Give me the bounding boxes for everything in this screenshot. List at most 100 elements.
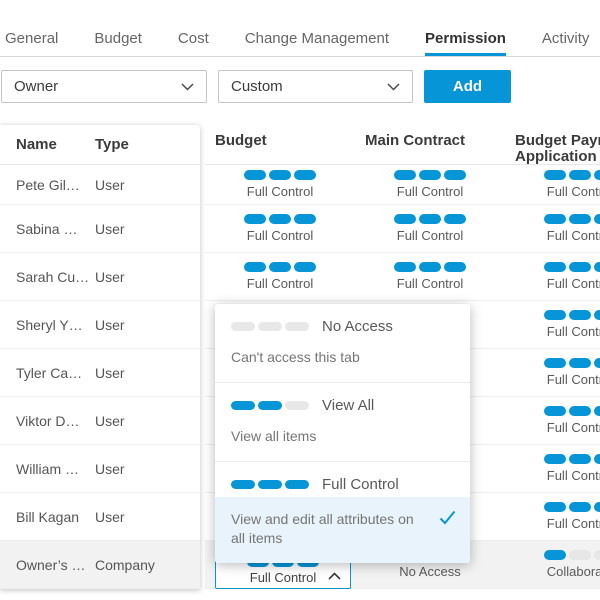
permission-level-label: Collaborate — [546, 564, 600, 579]
column-header-type: Type — [95, 136, 129, 153]
member-name: Tyler Ca… — [16, 364, 83, 381]
permission-pills — [544, 262, 600, 272]
option-head: View All — [215, 383, 470, 414]
option-label: No Access — [322, 318, 393, 335]
tab-change-management[interactable]: Change Management — [244, 30, 390, 47]
option-description: View and edit all attributes on all item… — [215, 497, 470, 563]
option-label: View All — [322, 397, 375, 414]
tab-cost[interactable]: Cost — [177, 30, 209, 47]
permission-level-label: Full Control — [396, 184, 464, 199]
member-row[interactable]: Bill Kagan User — [0, 493, 200, 541]
permission-level-label: Full Control — [246, 228, 314, 243]
budget-payment-permission-cell[interactable]: Full Control — [505, 502, 600, 531]
pinned-header: Name Type — [0, 125, 200, 165]
permission-level-label: Full Control — [249, 569, 317, 585]
permission-level-label: Full Control — [546, 468, 600, 483]
permission-pills — [231, 480, 309, 489]
member-type: Company — [95, 556, 155, 573]
permission-level-label: Full Control — [546, 324, 600, 339]
checkmark-icon — [439, 510, 456, 530]
member-name: Pete Gil… — [16, 176, 80, 193]
budget-payment-permission-cell[interactable]: Full Control — [505, 262, 600, 291]
permission-level-label: Full Control — [396, 276, 464, 291]
permission-level-label: Full Control — [546, 184, 600, 199]
option-head: Full Control — [215, 462, 470, 493]
column-header-name: Name — [16, 136, 57, 153]
permission-pills — [244, 214, 316, 224]
budget-permission-cell[interactable]: Full Control — [205, 214, 355, 243]
table-row: Full Control Full Control Full Control — [205, 253, 600, 301]
menu-option-full-control[interactable]: Full Control View and edit all attribute… — [215, 462, 470, 563]
member-row[interactable]: Sabina … User — [0, 205, 200, 253]
member-type: User — [95, 220, 125, 237]
main-contract-permission-cell[interactable]: Full Control — [355, 262, 505, 291]
chevron-down-icon — [387, 78, 400, 95]
permission-pills — [544, 550, 600, 560]
budget-payment-permission-cell[interactable]: Full Control — [505, 170, 600, 199]
member-name: Bill Kagan — [16, 508, 80, 525]
budget-payment-permission-cell[interactable]: Collaborate — [505, 550, 600, 579]
main-contract-permission-cell[interactable]: Full Control — [355, 214, 505, 243]
tab-general[interactable]: General — [5, 30, 59, 47]
budget-payment-permission-cell[interactable]: Full Control — [505, 310, 600, 339]
permission-pills — [394, 214, 466, 224]
tab-bar: General Budget Cost Change Management Pe… — [0, 26, 600, 57]
permission-level-label: Full Control — [546, 372, 600, 387]
member-row[interactable]: Tyler Ca… User — [0, 349, 200, 397]
menu-option-view-all[interactable]: View All View all items — [215, 383, 470, 462]
budget-permission-cell[interactable]: Full Control — [205, 170, 355, 199]
permission-level-label: Full Control — [546, 516, 600, 531]
budget-payment-permission-cell[interactable]: Full Control — [505, 358, 600, 387]
add-button[interactable]: Add — [424, 70, 511, 103]
budget-payment-permission-cell[interactable]: Full Control — [505, 454, 600, 483]
option-description: Can't access this tab — [231, 349, 360, 365]
permission-pills — [231, 322, 309, 331]
permission-pills — [394, 170, 466, 180]
chevron-up-icon — [328, 567, 341, 585]
budget-permission-cell[interactable]: Full Control — [205, 262, 355, 291]
member-row[interactable]: Sarah Cu… User — [0, 253, 200, 301]
column-header-main-contract: Main Contract — [365, 132, 466, 149]
permission-level-label: Full Control — [396, 228, 464, 243]
chevron-down-icon — [181, 78, 194, 95]
member-type: User — [95, 412, 125, 429]
member-row-selected[interactable]: Owner’s … Company — [0, 541, 200, 589]
permission-level-label: Full Control — [246, 276, 314, 291]
menu-option-no-access[interactable]: No Access Can't access this tab — [215, 304, 470, 383]
member-row[interactable]: Viktor D… User — [0, 397, 200, 445]
member-name: Sarah Cu… — [16, 268, 90, 285]
permission-pills — [544, 170, 600, 180]
member-type: User — [95, 316, 125, 333]
table-row: Full Control Full Control Full Control — [205, 165, 600, 205]
budget-payment-permission-cell[interactable]: Full Control — [505, 406, 600, 435]
permission-pills — [544, 214, 600, 224]
permission-pills — [244, 170, 316, 180]
member-row[interactable]: William … User — [0, 445, 200, 493]
column-header-budget-payment-application: Budget Payment Application — [515, 132, 600, 165]
role-dropdown[interactable]: Owner — [1, 70, 207, 103]
member-type: User — [95, 364, 125, 381]
permission-template-dropdown[interactable]: Custom — [218, 70, 413, 103]
budget-payment-permission-cell[interactable]: Full Control — [505, 214, 600, 243]
tab-permission[interactable]: Permission — [425, 30, 506, 56]
column-header-budget: Budget — [215, 132, 267, 149]
permission-level-label: Full Control — [546, 228, 600, 243]
member-row[interactable]: Sheryl Y… User — [0, 301, 200, 349]
member-name: Sabina … — [16, 220, 78, 237]
permission-level-menu: No Access Can't access this tab View All… — [215, 304, 470, 563]
permission-table-header: Budget Main Contract Budget Payment Appl… — [205, 125, 600, 165]
member-type: User — [95, 268, 125, 285]
permission-pills — [544, 502, 600, 512]
tab-budget[interactable]: Budget — [94, 30, 142, 47]
option-label: Full Control — [322, 476, 399, 493]
permission-level-label: No Access — [399, 564, 461, 579]
main-contract-permission-cell[interactable]: Full Control — [355, 170, 505, 199]
permission-level-label: Full Control — [546, 420, 600, 435]
role-dropdown-value: Owner — [14, 78, 59, 95]
member-row[interactable]: Pete Gil… User — [0, 165, 200, 205]
permission-level-label: Full Control — [246, 184, 314, 199]
member-name: Sheryl Y… — [16, 316, 83, 333]
permission-pills — [394, 262, 466, 272]
tab-activity[interactable]: Activity — [541, 30, 590, 47]
